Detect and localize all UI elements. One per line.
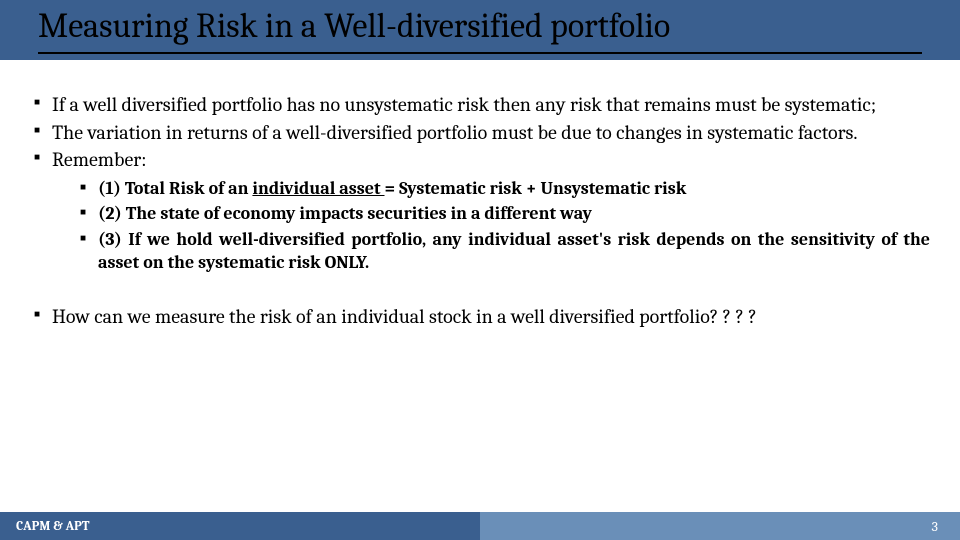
bullet-item: The variation in returns of a well-diver… — [34, 120, 930, 146]
title-underline — [38, 52, 922, 54]
bullet-item: How can we measure the risk of an indivi… — [34, 304, 930, 330]
spacer — [34, 280, 930, 304]
bullet-text: Remember: — [52, 148, 146, 171]
footer-right: 3 — [480, 512, 960, 540]
page-title: Measuring Risk in a Well-diversified por… — [38, 6, 670, 46]
bullet-item: Remember: (1) Total Risk of an individua… — [34, 147, 930, 274]
sub-text: = Systematic risk + Unsystematic risk — [385, 178, 687, 199]
page-number: 3 — [932, 518, 960, 535]
sub-bullet-list: (1) Total Risk of an individual asset = … — [80, 177, 930, 275]
title-band: Measuring Risk in a Well-diversified por… — [0, 0, 960, 60]
slide: Measuring Risk in a Well-diversified por… — [0, 0, 960, 540]
bullet-item: If a well diversified portfolio has no u… — [34, 92, 930, 118]
sub-text-underlined: individual asset — [252, 178, 384, 199]
bullet-list-2: How can we measure the risk of an indivi… — [34, 304, 930, 330]
sub-bullet-item: (1) Total Risk of an individual asset = … — [80, 177, 930, 200]
sub-bullet-item: (3) If we hold well-diversified portfoli… — [80, 228, 930, 275]
footer-left: CAPM & APT — [0, 512, 480, 540]
footer: CAPM & APT 3 — [0, 512, 960, 540]
content-area: If a well diversified portfolio has no u… — [34, 92, 930, 332]
footer-label: CAPM & APT — [0, 519, 90, 534]
sub-bullet-item: (2) The state of economy impacts securit… — [80, 202, 930, 225]
sub-text: (1) Total Risk of an — [98, 178, 252, 199]
bullet-list: If a well diversified portfolio has no u… — [34, 92, 930, 274]
